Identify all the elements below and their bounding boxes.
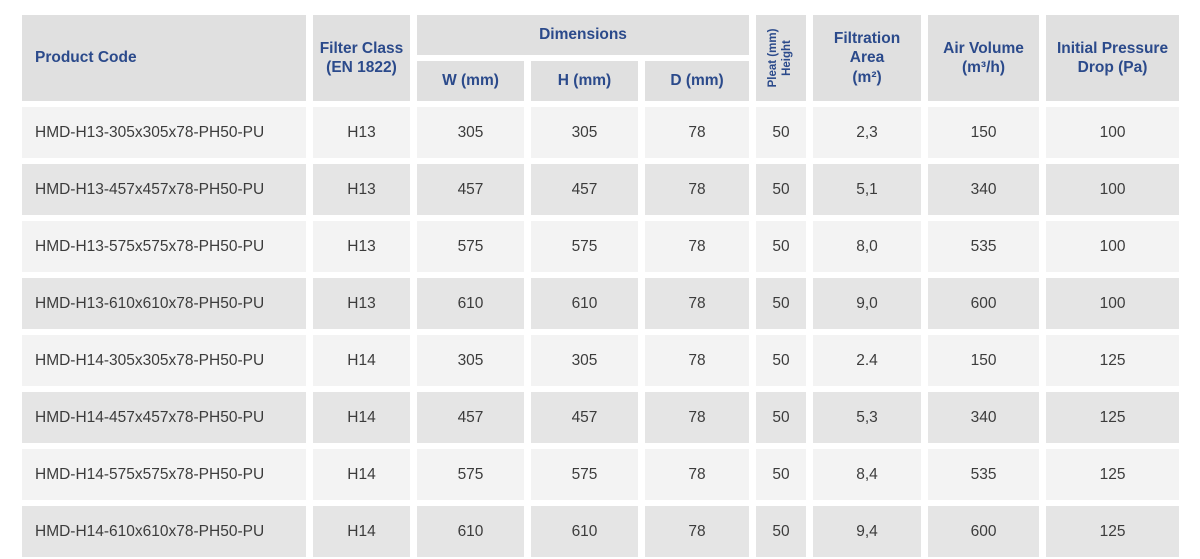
cell-product-code: HMD-H14-305x305x78-PH50-PU (22, 335, 306, 386)
cell-width: 575 (417, 221, 524, 272)
cell-air-volume: 535 (928, 449, 1040, 500)
cell-pleat-height: 50 (756, 107, 807, 158)
cell-filter-class: H13 (313, 107, 410, 158)
col-header-filter-class: Filter Class (EN 1822) (313, 15, 410, 101)
col-header-pleat-height: Pleat (mm) Height (756, 15, 807, 101)
cell-product-code: HMD-H13-457x457x78-PH50-PU (22, 164, 306, 215)
cell-pleat-height: 50 (756, 335, 807, 386)
pleat-height-vertical-label: Pleat (mm) Height (767, 29, 795, 88)
cell-height: 457 (531, 392, 638, 443)
cell-width: 610 (417, 506, 524, 557)
cell-product-code: HMD-H13-610x610x78-PH50-PU (22, 278, 306, 329)
table-row: HMD-H13-457x457x78-PH50-PU H13 457 457 7… (22, 164, 1180, 215)
cell-width: 457 (417, 164, 524, 215)
col-header-dimensions-group: Dimensions (417, 15, 750, 55)
cell-width: 305 (417, 107, 524, 158)
pleat-height-label-line2: Height (781, 40, 794, 76)
table-row: HMD-H14-610x610x78-PH50-PU H14 610 610 7… (22, 506, 1180, 557)
cell-air-volume: 150 (928, 335, 1040, 386)
col-header-height: H (mm) (531, 61, 638, 101)
cell-product-code: HMD-H14-457x457x78-PH50-PU (22, 392, 306, 443)
col-header-pressure-drop: Initial Pressure Drop (Pa) (1046, 15, 1180, 101)
cell-filter-class: H14 (313, 506, 410, 557)
cell-filter-class: H13 (313, 164, 410, 215)
cell-filter-class: H14 (313, 335, 410, 386)
cell-height: 305 (531, 335, 638, 386)
cell-depth: 78 (645, 164, 750, 215)
filter-spec-table: Product Code Filter Class (EN 1822) Dime… (15, 9, 1186, 559)
cell-depth: 78 (645, 335, 750, 386)
cell-width: 457 (417, 392, 524, 443)
cell-height: 575 (531, 449, 638, 500)
pleat-height-label-line1: Pleat (mm) (767, 28, 780, 88)
cell-pressure-drop: 125 (1046, 392, 1180, 443)
cell-filtration-area: 2.4 (813, 335, 922, 386)
cell-pressure-drop: 125 (1046, 449, 1180, 500)
cell-air-volume: 535 (928, 221, 1040, 272)
cell-filter-class: H13 (313, 221, 410, 272)
cell-filter-class: H13 (313, 278, 410, 329)
cell-air-volume: 600 (928, 278, 1040, 329)
cell-pressure-drop: 125 (1046, 335, 1180, 386)
cell-width: 610 (417, 278, 524, 329)
cell-pleat-height: 50 (756, 164, 807, 215)
table-row: HMD-H13-575x575x78-PH50-PU H13 575 575 7… (22, 221, 1180, 272)
table-row: HMD-H14-575x575x78-PH50-PU H14 575 575 7… (22, 449, 1180, 500)
cell-air-volume: 340 (928, 392, 1040, 443)
cell-filtration-area: 2,3 (813, 107, 922, 158)
cell-filtration-area: 8,0 (813, 221, 922, 272)
cell-pressure-drop: 100 (1046, 164, 1180, 215)
cell-air-volume: 340 (928, 164, 1040, 215)
cell-pressure-drop: 100 (1046, 278, 1180, 329)
cell-filter-class: H14 (313, 449, 410, 500)
col-header-product-code: Product Code (22, 15, 306, 101)
cell-product-code: HMD-H13-305x305x78-PH50-PU (22, 107, 306, 158)
cell-product-code: HMD-H13-575x575x78-PH50-PU (22, 221, 306, 272)
cell-filter-class: H14 (313, 392, 410, 443)
table-header: Product Code Filter Class (EN 1822) Dime… (22, 15, 1180, 101)
cell-filtration-area: 5,1 (813, 164, 922, 215)
col-header-depth: D (mm) (645, 61, 750, 101)
cell-air-volume: 150 (928, 107, 1040, 158)
table-row: HMD-H13-305x305x78-PH50-PU H13 305 305 7… (22, 107, 1180, 158)
cell-height: 610 (531, 506, 638, 557)
table-row: HMD-H14-305x305x78-PH50-PU H14 305 305 7… (22, 335, 1180, 386)
cell-pleat-height: 50 (756, 506, 807, 557)
cell-height: 575 (531, 221, 638, 272)
cell-pleat-height: 50 (756, 392, 807, 443)
cell-width: 575 (417, 449, 524, 500)
cell-pleat-height: 50 (756, 221, 807, 272)
cell-filtration-area: 5,3 (813, 392, 922, 443)
cell-pressure-drop: 100 (1046, 221, 1180, 272)
col-header-filtration-area: Filtration Area (m²) (813, 15, 922, 101)
cell-filtration-area: 8,4 (813, 449, 922, 500)
pleat-height-label-wrap: Pleat (mm) Height (756, 17, 806, 99)
cell-filtration-area: 9,4 (813, 506, 922, 557)
cell-height: 305 (531, 107, 638, 158)
cell-filtration-area: 9,0 (813, 278, 922, 329)
cell-depth: 78 (645, 506, 750, 557)
cell-height: 610 (531, 278, 638, 329)
col-header-air-volume: Air Volume (m³/h) (928, 15, 1040, 101)
cell-pleat-height: 50 (756, 278, 807, 329)
cell-depth: 78 (645, 392, 750, 443)
cell-depth: 78 (645, 449, 750, 500)
cell-width: 305 (417, 335, 524, 386)
cell-depth: 78 (645, 107, 750, 158)
cell-depth: 78 (645, 278, 750, 329)
cell-product-code: HMD-H14-610x610x78-PH50-PU (22, 506, 306, 557)
cell-depth: 78 (645, 221, 750, 272)
cell-pressure-drop: 100 (1046, 107, 1180, 158)
table-body: HMD-H13-305x305x78-PH50-PU H13 305 305 7… (22, 107, 1180, 557)
table-row: HMD-H13-610x610x78-PH50-PU H13 610 610 7… (22, 278, 1180, 329)
cell-height: 457 (531, 164, 638, 215)
cell-air-volume: 600 (928, 506, 1040, 557)
cell-pleat-height: 50 (756, 449, 807, 500)
col-header-width: W (mm) (417, 61, 524, 101)
cell-product-code: HMD-H14-575x575x78-PH50-PU (22, 449, 306, 500)
cell-pressure-drop: 125 (1046, 506, 1180, 557)
table-row: HMD-H14-457x457x78-PH50-PU H14 457 457 7… (22, 392, 1180, 443)
